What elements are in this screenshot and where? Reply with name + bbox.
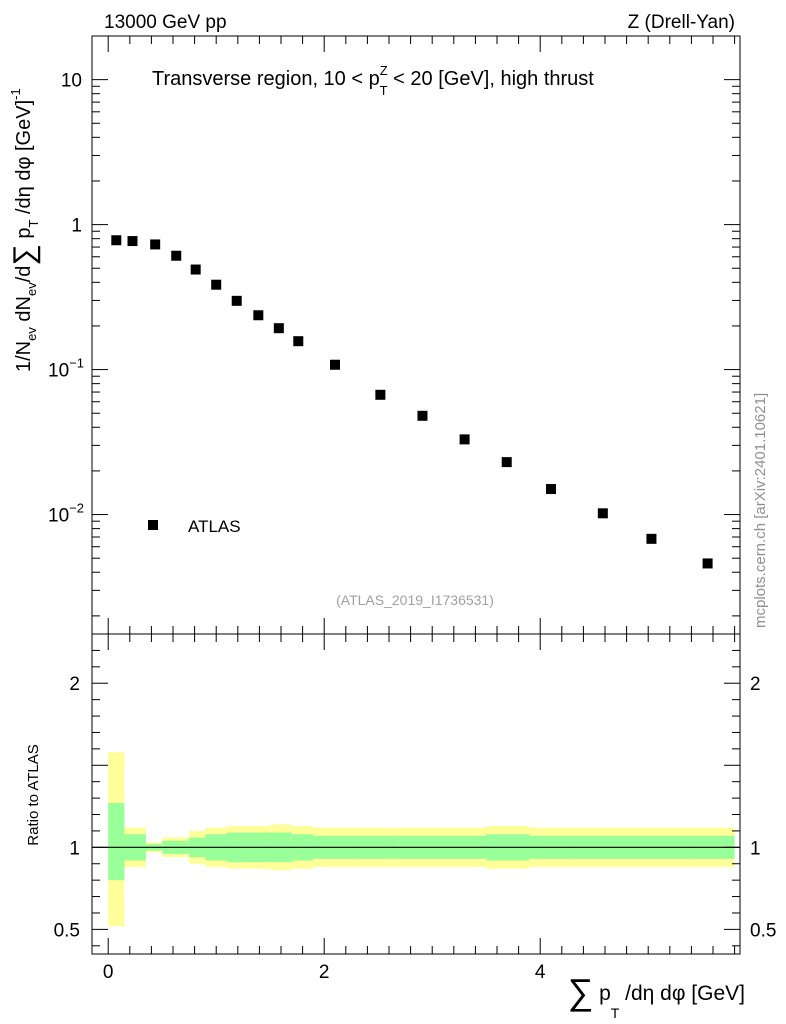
x-tick-label: 0 bbox=[103, 962, 114, 983]
atlas-data-point bbox=[702, 558, 713, 569]
main-y-tick-label: 10−2 bbox=[48, 501, 84, 527]
main-y-tick-labels: 10 1 10−1 10−2 bbox=[48, 71, 84, 527]
ratio-y-axis-label: Ratio to ATLAS bbox=[25, 744, 42, 845]
atlas-data-point bbox=[253, 310, 264, 321]
atlas-data-point bbox=[417, 410, 428, 421]
main-plot-panel: 10 1 10−1 10−2 Transverse region, 10 < pZ T … bbox=[8, 35, 741, 635]
atlas-data-point bbox=[330, 359, 340, 370]
atlas-data-point bbox=[293, 336, 304, 347]
source-side-note: mcplots.cern.ch [arXiv:2401.10621] bbox=[752, 393, 769, 628]
header-left-label: 13000 GeV pp bbox=[104, 12, 227, 33]
ratio-plot-frame bbox=[91, 633, 741, 955]
x-tick-label: 2 bbox=[319, 962, 330, 983]
atlas-data-point bbox=[211, 279, 222, 290]
main-axis-ticks bbox=[92, 35, 740, 634]
main-y-tick-label: 1 bbox=[71, 216, 82, 237]
ratio-y-tick-label-right: 1 bbox=[750, 838, 761, 859]
ratio-plot-panel: 0.5 0.5 1 1 2 2 0 2 4 Ratio to ATLAS ∑ pT /dη d… bbox=[25, 633, 777, 1021]
main-y-axis-label: 1/Nev dNev/d∑ pT /dη dφ [GeV]-1 bbox=[8, 88, 41, 372]
atlas-data-point bbox=[546, 484, 556, 495]
ratio-y-tick-label-right: 0.5 bbox=[750, 920, 776, 941]
analysis-id-watermark: (ATLAS_2019_I1736531) bbox=[336, 592, 494, 608]
legend-atlas-marker bbox=[148, 520, 158, 530]
atlas-data-point bbox=[273, 323, 284, 334]
ratio-x-tick-labels: 0 2 4 bbox=[103, 962, 546, 983]
atlas-data-point bbox=[190, 264, 201, 275]
ratio-axis-ticks bbox=[92, 633, 740, 954]
atlas-data-point bbox=[150, 239, 161, 250]
atlas-data-point bbox=[597, 508, 608, 519]
plot-title: Transverse region, 10 < pZ T < 20 [GeV], … bbox=[152, 63, 594, 98]
atlas-data-point bbox=[375, 389, 386, 400]
atlas-data-point bbox=[127, 236, 138, 247]
ratio-inner-band-bin bbox=[108, 803, 125, 881]
x-axis-label: ∑ pT /dη dφ [GeV] bbox=[568, 971, 745, 1021]
ratio-y-tick-labels: 0.5 0.5 1 1 2 2 bbox=[54, 674, 777, 941]
header-right-label: Z (Drell-Yan) bbox=[628, 12, 735, 33]
atlas-data-point bbox=[501, 457, 512, 468]
atlas-data-point bbox=[459, 434, 470, 445]
legend-atlas-label: ATLAS bbox=[188, 517, 241, 536]
ratio-y-tick-label-right: 2 bbox=[750, 674, 761, 695]
atlas-data-point bbox=[231, 295, 242, 306]
ratio-y-tick-label: 2 bbox=[69, 674, 80, 695]
ratio-y-tick-label: 1 bbox=[69, 838, 80, 859]
x-tick-label: 4 bbox=[535, 962, 546, 983]
ratio-y-tick-label: 0.5 bbox=[54, 920, 80, 941]
atlas-data-point bbox=[646, 533, 657, 544]
main-y-tick-label: 10−1 bbox=[48, 356, 84, 382]
data-markers bbox=[111, 235, 713, 569]
atlas-data-point bbox=[171, 250, 182, 261]
main-y-tick-label: 10 bbox=[61, 71, 82, 92]
atlas-data-point bbox=[111, 235, 122, 246]
